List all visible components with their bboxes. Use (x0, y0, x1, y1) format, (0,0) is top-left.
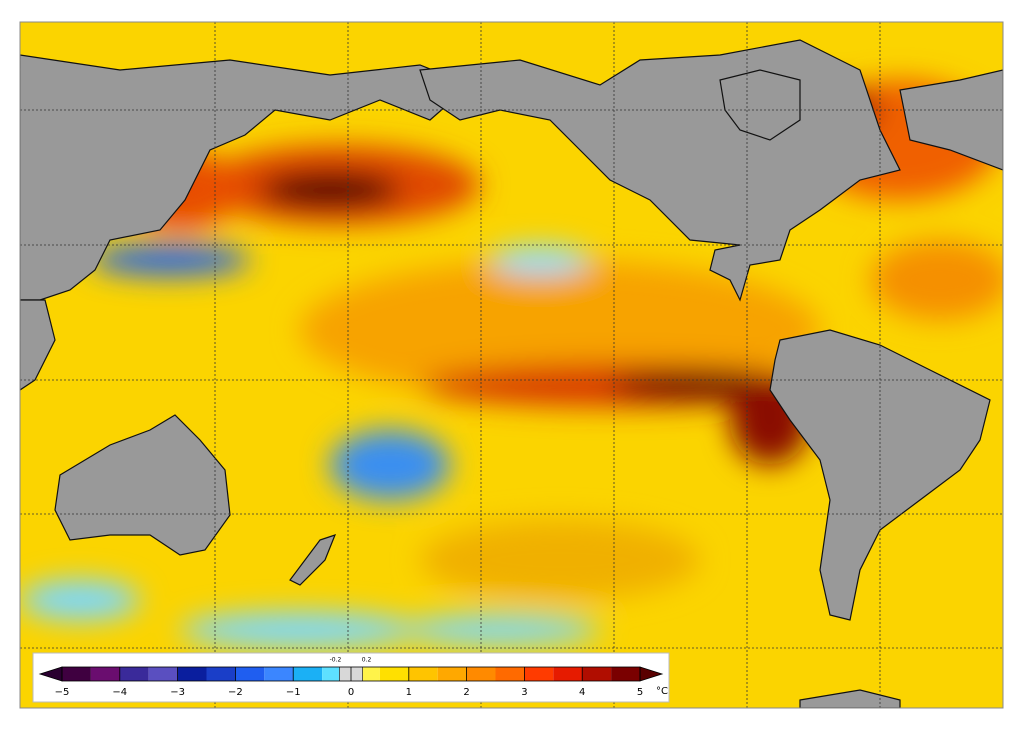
colorbar-segment (495, 667, 525, 681)
colorbar-segment (148, 667, 178, 681)
colorbar-segment (466, 667, 496, 681)
colorbar-segment (582, 667, 612, 681)
colorbar-tick-label: −3 (170, 687, 185, 698)
colorbar-tick-label: −2 (228, 687, 243, 698)
colorbar-segment (322, 667, 340, 681)
colorbar-tick-label: 5 (637, 687, 643, 698)
colorbar-segment (553, 667, 583, 681)
colorbar-segment (524, 667, 554, 681)
map-frame (19, 21, 1004, 709)
colorbar-segment (119, 667, 149, 681)
land (20, 39, 1003, 708)
colorbar-segment (293, 667, 323, 681)
colorbar-segment (177, 667, 207, 681)
colorbar-segment (437, 667, 467, 681)
colorbar-tick-label: 4 (579, 687, 585, 698)
colorbar: −5 −4 −3 −2 −1 0 1 2 3 4 5 -0.2 0.2 °C (38, 657, 668, 698)
colorbar-segment (611, 667, 640, 681)
colorbar-tick-label: 2 (463, 687, 469, 698)
colorbar-neutral-label: -0.2 (330, 657, 342, 664)
colorbar-tick-label: −4 (112, 687, 127, 698)
colorbar-segment (206, 667, 236, 681)
colorbar-segment (90, 667, 120, 681)
colorbar-unit: °C (656, 686, 668, 697)
colorbar-tick-label: 3 (521, 687, 527, 698)
colorbar-tick-label: 1 (406, 687, 412, 698)
colorbar-segment (379, 667, 409, 681)
map-area (20, 22, 1003, 708)
colorbar-segment (235, 667, 265, 681)
colorbar-tick-label: 0 (348, 687, 354, 698)
colorbar-neutral-label: 0.2 (362, 657, 372, 664)
colorbar-segment (62, 667, 91, 681)
colorbar-tick-label: −5 (55, 687, 70, 698)
colorbar-segment (264, 667, 294, 681)
colorbar-segment (362, 667, 380, 681)
colorbar-tick-label: −1 (286, 687, 301, 698)
colorbar-segment (408, 667, 438, 681)
